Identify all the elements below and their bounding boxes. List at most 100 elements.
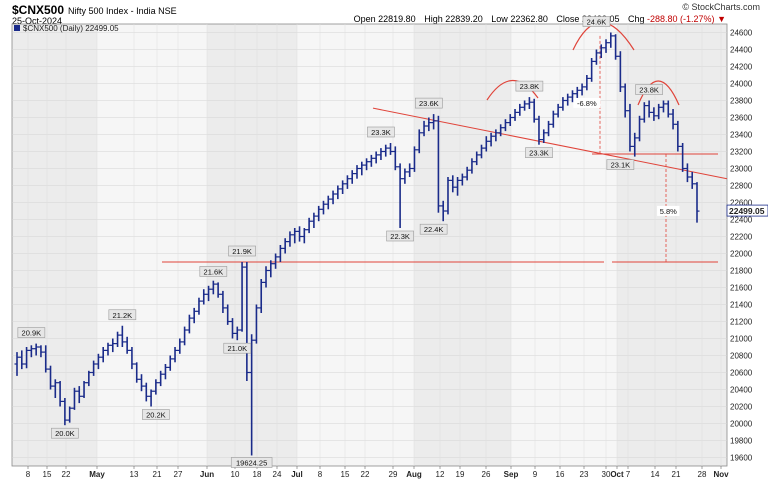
trendlines <box>162 22 728 263</box>
annotation-box <box>419 223 448 235</box>
annotation-label: 21.0K <box>223 342 252 354</box>
ohlc-bar <box>43 345 49 373</box>
ohlc-bar <box>431 114 437 130</box>
x-tick-label: Jul <box>291 470 303 479</box>
y-tick-label: 21200 <box>730 318 753 327</box>
y-tick-label: 20400 <box>730 386 753 395</box>
ohlc-bar <box>694 182 700 223</box>
annotation-box <box>386 230 414 242</box>
chart-date: 25-Oct-2024 <box>12 16 63 26</box>
annotation-box <box>108 309 137 321</box>
annotation-box <box>367 126 395 138</box>
ohlc-bar <box>435 115 441 213</box>
ohlc-bar <box>512 109 518 121</box>
ohlc-bar <box>617 51 623 92</box>
ohlc-bar <box>502 119 508 132</box>
ohlc-bar <box>608 32 614 48</box>
ohlc-bar <box>105 342 111 356</box>
x-tick-label: 8 <box>318 470 323 479</box>
annotation-box <box>17 327 46 338</box>
ohlc-bar <box>378 148 384 160</box>
chart-legend: $CNX500 (Daily) 22499.05 <box>14 24 119 33</box>
x-tick-label: 29 <box>389 470 398 479</box>
ohlc-bar <box>201 289 207 305</box>
ohlc-bar <box>162 364 168 380</box>
legend-swatch <box>14 25 20 31</box>
ohlc-bar <box>277 245 283 262</box>
ohlc-bar <box>368 154 374 167</box>
x-tick-label: 19 <box>456 470 465 479</box>
ohlc-bar <box>14 352 20 376</box>
ohlc-bar <box>517 103 523 116</box>
ohlc-bar <box>526 97 532 109</box>
annotation-text: 21.2K <box>113 311 133 320</box>
ohlc-bar <box>493 129 499 142</box>
annotation-text: 23.8K <box>639 86 659 95</box>
annotation-label: 23.3K <box>367 126 395 138</box>
ohlc-bar <box>316 205 322 222</box>
month-band-0 <box>12 24 97 466</box>
ohlc-bar <box>656 103 662 120</box>
x-tick-label: 22 <box>62 470 71 479</box>
ohlc-bar <box>344 175 350 189</box>
ohlc-bar <box>172 347 178 363</box>
annotation-text: 21.9K <box>232 247 252 256</box>
ohlc-bar <box>483 136 489 152</box>
ohlc-bar <box>550 110 556 128</box>
ohlc-bar <box>287 231 293 247</box>
ohlc-bar <box>148 389 154 407</box>
x-tick-label: Oct <box>610 470 624 479</box>
y-tick-label: 21400 <box>730 301 753 310</box>
annotation-label: 24.6K <box>582 16 611 27</box>
ohlc-bar <box>196 297 202 315</box>
ohlc-bar <box>301 228 307 244</box>
ohlc-bar <box>522 100 528 111</box>
ohlc-bar <box>129 347 135 370</box>
annotation-box <box>223 342 252 354</box>
ohlc-bar <box>354 165 360 179</box>
ohlc-bar <box>311 212 317 228</box>
ohlc-bar <box>546 120 552 137</box>
annotation-text: 23.6K <box>419 99 439 108</box>
annotation-label: 19624.25 <box>230 457 273 468</box>
y-tick-label: 24200 <box>730 63 753 72</box>
ohlc-bar <box>292 228 298 244</box>
ohlc-bar <box>340 180 346 194</box>
ohlc-bars <box>14 32 700 456</box>
ohlc-bar <box>253 304 259 344</box>
ohlc-bar <box>622 83 628 118</box>
ohlc-bar <box>665 100 671 118</box>
high-value: 22839.20 <box>445 14 483 24</box>
ohlc-bar <box>675 120 681 152</box>
ohlc-bar <box>632 132 638 157</box>
ohlc-bar <box>24 347 30 369</box>
ohlc-bar <box>86 370 92 387</box>
ohlc-bar <box>191 307 197 324</box>
x-tick-label: 7 <box>626 470 631 479</box>
low-label: Low <box>491 14 508 24</box>
annotation-text: 22.4K <box>424 225 444 234</box>
annotation-label: 21.2K <box>108 309 137 321</box>
annotation-box <box>525 147 553 158</box>
month-band-3 <box>617 24 727 466</box>
x-tick-label: 15 <box>341 470 350 479</box>
annotation-text: 23.8K <box>520 82 540 91</box>
ohlc-bar <box>81 381 87 398</box>
annotation-box <box>415 97 443 109</box>
x-tick-label: 15 <box>43 470 52 479</box>
stockcharts-brand: © StockCharts.com <box>682 2 760 12</box>
ohlc-bar <box>598 44 604 58</box>
month-band-light-0 <box>97 24 207 466</box>
ohlc-bar <box>28 345 34 358</box>
y-tick-label: 23800 <box>730 97 753 106</box>
ohlc-bar <box>407 163 413 177</box>
ohlc-bar <box>258 279 264 313</box>
annotation-text: 20.9K <box>22 329 42 338</box>
ohlc-bar <box>392 146 398 171</box>
y-tick-label: 23200 <box>730 148 753 157</box>
ohlc-bar <box>158 370 164 387</box>
ohlc-bar <box>57 381 63 407</box>
ohlc-bar <box>660 100 666 113</box>
annotation-box <box>657 205 680 216</box>
x-axis-labels: 8 15 22 May 13 21 27 Jun 10 18 24 Jul 8 15 22 29 Aug 12 19… <box>26 470 729 479</box>
